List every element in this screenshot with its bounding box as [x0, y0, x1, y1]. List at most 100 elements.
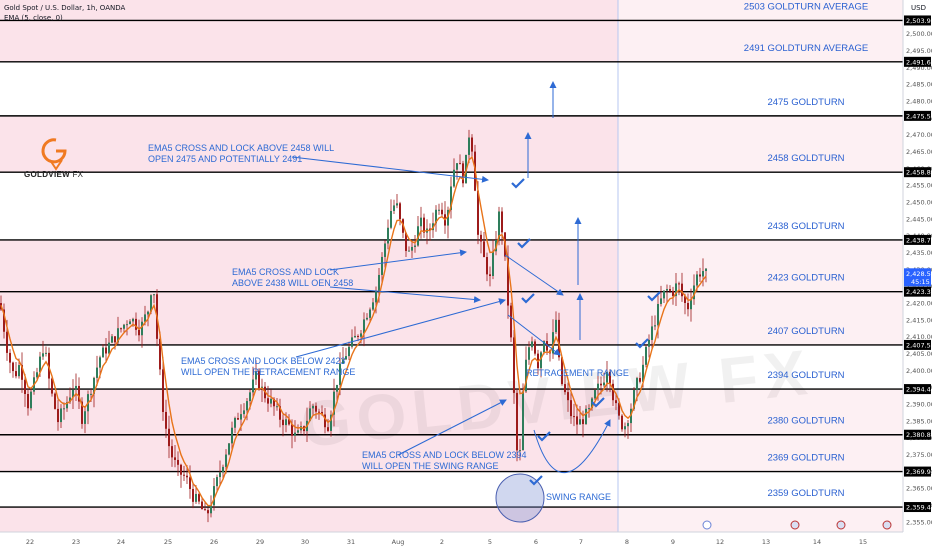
annotation-arrow [329, 286, 481, 303]
price-tick-label: 2,480.000 [906, 98, 932, 106]
ema-line [0, 155, 707, 507]
candle-body [117, 328, 119, 343]
candle-body [654, 325, 656, 327]
candle-body [96, 367, 98, 378]
annotation-arrow [295, 298, 506, 358]
candle-body [414, 245, 416, 247]
price-tick-label: 2,500.000 [906, 30, 932, 38]
goldturn-levels: 2503 GOLDTURN AVERAGE 2491 GOLDTURN AVERA… [0, 1, 903, 508]
candle-body [429, 228, 431, 231]
candle-body [237, 418, 239, 420]
price-tag-bg [904, 339, 931, 350]
price-tag-label: 2,407.556 [906, 341, 932, 349]
candle-body [471, 137, 473, 152]
zone-band [0, 239, 618, 345]
candle-body [459, 163, 461, 165]
time-tick-label: 24 [117, 538, 125, 546]
candle-body [462, 163, 464, 184]
zone-band-future [618, 0, 903, 62]
us-flag-icon [882, 520, 892, 530]
time-tick-label: 30 [301, 538, 309, 546]
candle-body [177, 459, 179, 465]
candle-body [348, 346, 350, 357]
time-tick-label: 9 [671, 538, 675, 546]
check-mark [517, 238, 531, 249]
candle-body [660, 298, 662, 304]
candle-body [447, 209, 449, 226]
time-tick-label: Aug [392, 538, 405, 546]
candle-body [642, 364, 644, 382]
annotation-arrow [507, 314, 561, 356]
candle-body [612, 383, 614, 401]
candle-body [78, 385, 80, 402]
candle-body [294, 432, 296, 436]
candle-body [411, 246, 413, 251]
candle-body [522, 391, 524, 451]
candle-body [138, 329, 140, 336]
candle-body [366, 317, 368, 320]
candle-body [120, 328, 122, 330]
candle-body [360, 333, 362, 337]
candle-body [333, 391, 335, 415]
level-label: 2458 GOLDTURN [767, 153, 844, 164]
candle-body [546, 341, 548, 351]
time-tick-label: 26 [210, 538, 218, 546]
annotation-text: EMA5 CROSS AND LOCK ABOVE 2458 WILL [148, 143, 334, 153]
price-tick-label: 2,420.000 [906, 300, 932, 308]
candle-body [243, 410, 245, 415]
candle-body [57, 408, 59, 423]
candle-body [564, 384, 566, 393]
time-tick-label: 25 [164, 538, 172, 546]
candle-body [381, 256, 383, 275]
price-tag-bg [904, 429, 931, 440]
zone-band-future [618, 115, 903, 173]
candle-body [27, 394, 29, 409]
candle-body [9, 352, 11, 363]
candle-body [420, 217, 422, 227]
price-tick-label: 2,405.000 [906, 350, 932, 358]
candle-body [435, 209, 437, 224]
candle-body [666, 289, 668, 291]
candle-body [216, 477, 218, 487]
time-tick-label: 7 [579, 538, 583, 546]
candle-body [21, 365, 23, 380]
candle-body [36, 372, 38, 378]
price-tag-label: 2,491.635 [906, 58, 932, 66]
candle-body [651, 326, 653, 340]
candle-body [63, 408, 65, 410]
level-label: 2475 GOLDTURN [767, 97, 844, 108]
candle-body [90, 393, 92, 395]
time-tick-label: 14 [813, 538, 821, 546]
candle-body [555, 319, 557, 333]
candle-body [477, 190, 479, 235]
candle-body [267, 398, 269, 404]
zone-band [0, 507, 618, 532]
candle-body [627, 423, 629, 427]
candle-body [153, 294, 155, 296]
candle-body [135, 318, 137, 330]
candle-body [519, 450, 521, 452]
candle-body [48, 352, 50, 379]
candle-body [501, 211, 503, 233]
time-tick-label: 31 [347, 538, 355, 546]
level-label: 2394 GOLDTURN [767, 370, 844, 381]
candle-body [582, 419, 584, 425]
level-label: 2491 GOLDTURN AVERAGE [744, 43, 868, 54]
candle-body [525, 359, 527, 392]
candle-body [126, 324, 128, 326]
candle-body [396, 203, 398, 206]
candle-body [39, 356, 41, 373]
level-label: 2359 GOLDTURN [767, 488, 844, 499]
currency-label[interactable]: USD [911, 4, 926, 12]
level-label: 2423 GOLDTURN [767, 273, 844, 284]
indicator-label: EMA (5, close, 0) [4, 14, 63, 22]
candle-body [702, 271, 704, 277]
price-tag-label: 2,380.886 [906, 431, 932, 439]
candle-body [513, 337, 515, 393]
zone-band-future [618, 389, 903, 472]
candle-body [570, 400, 572, 417]
candle-body [696, 274, 698, 286]
candle-body [231, 427, 233, 444]
candle-body [309, 408, 311, 421]
check-mark [537, 431, 551, 442]
